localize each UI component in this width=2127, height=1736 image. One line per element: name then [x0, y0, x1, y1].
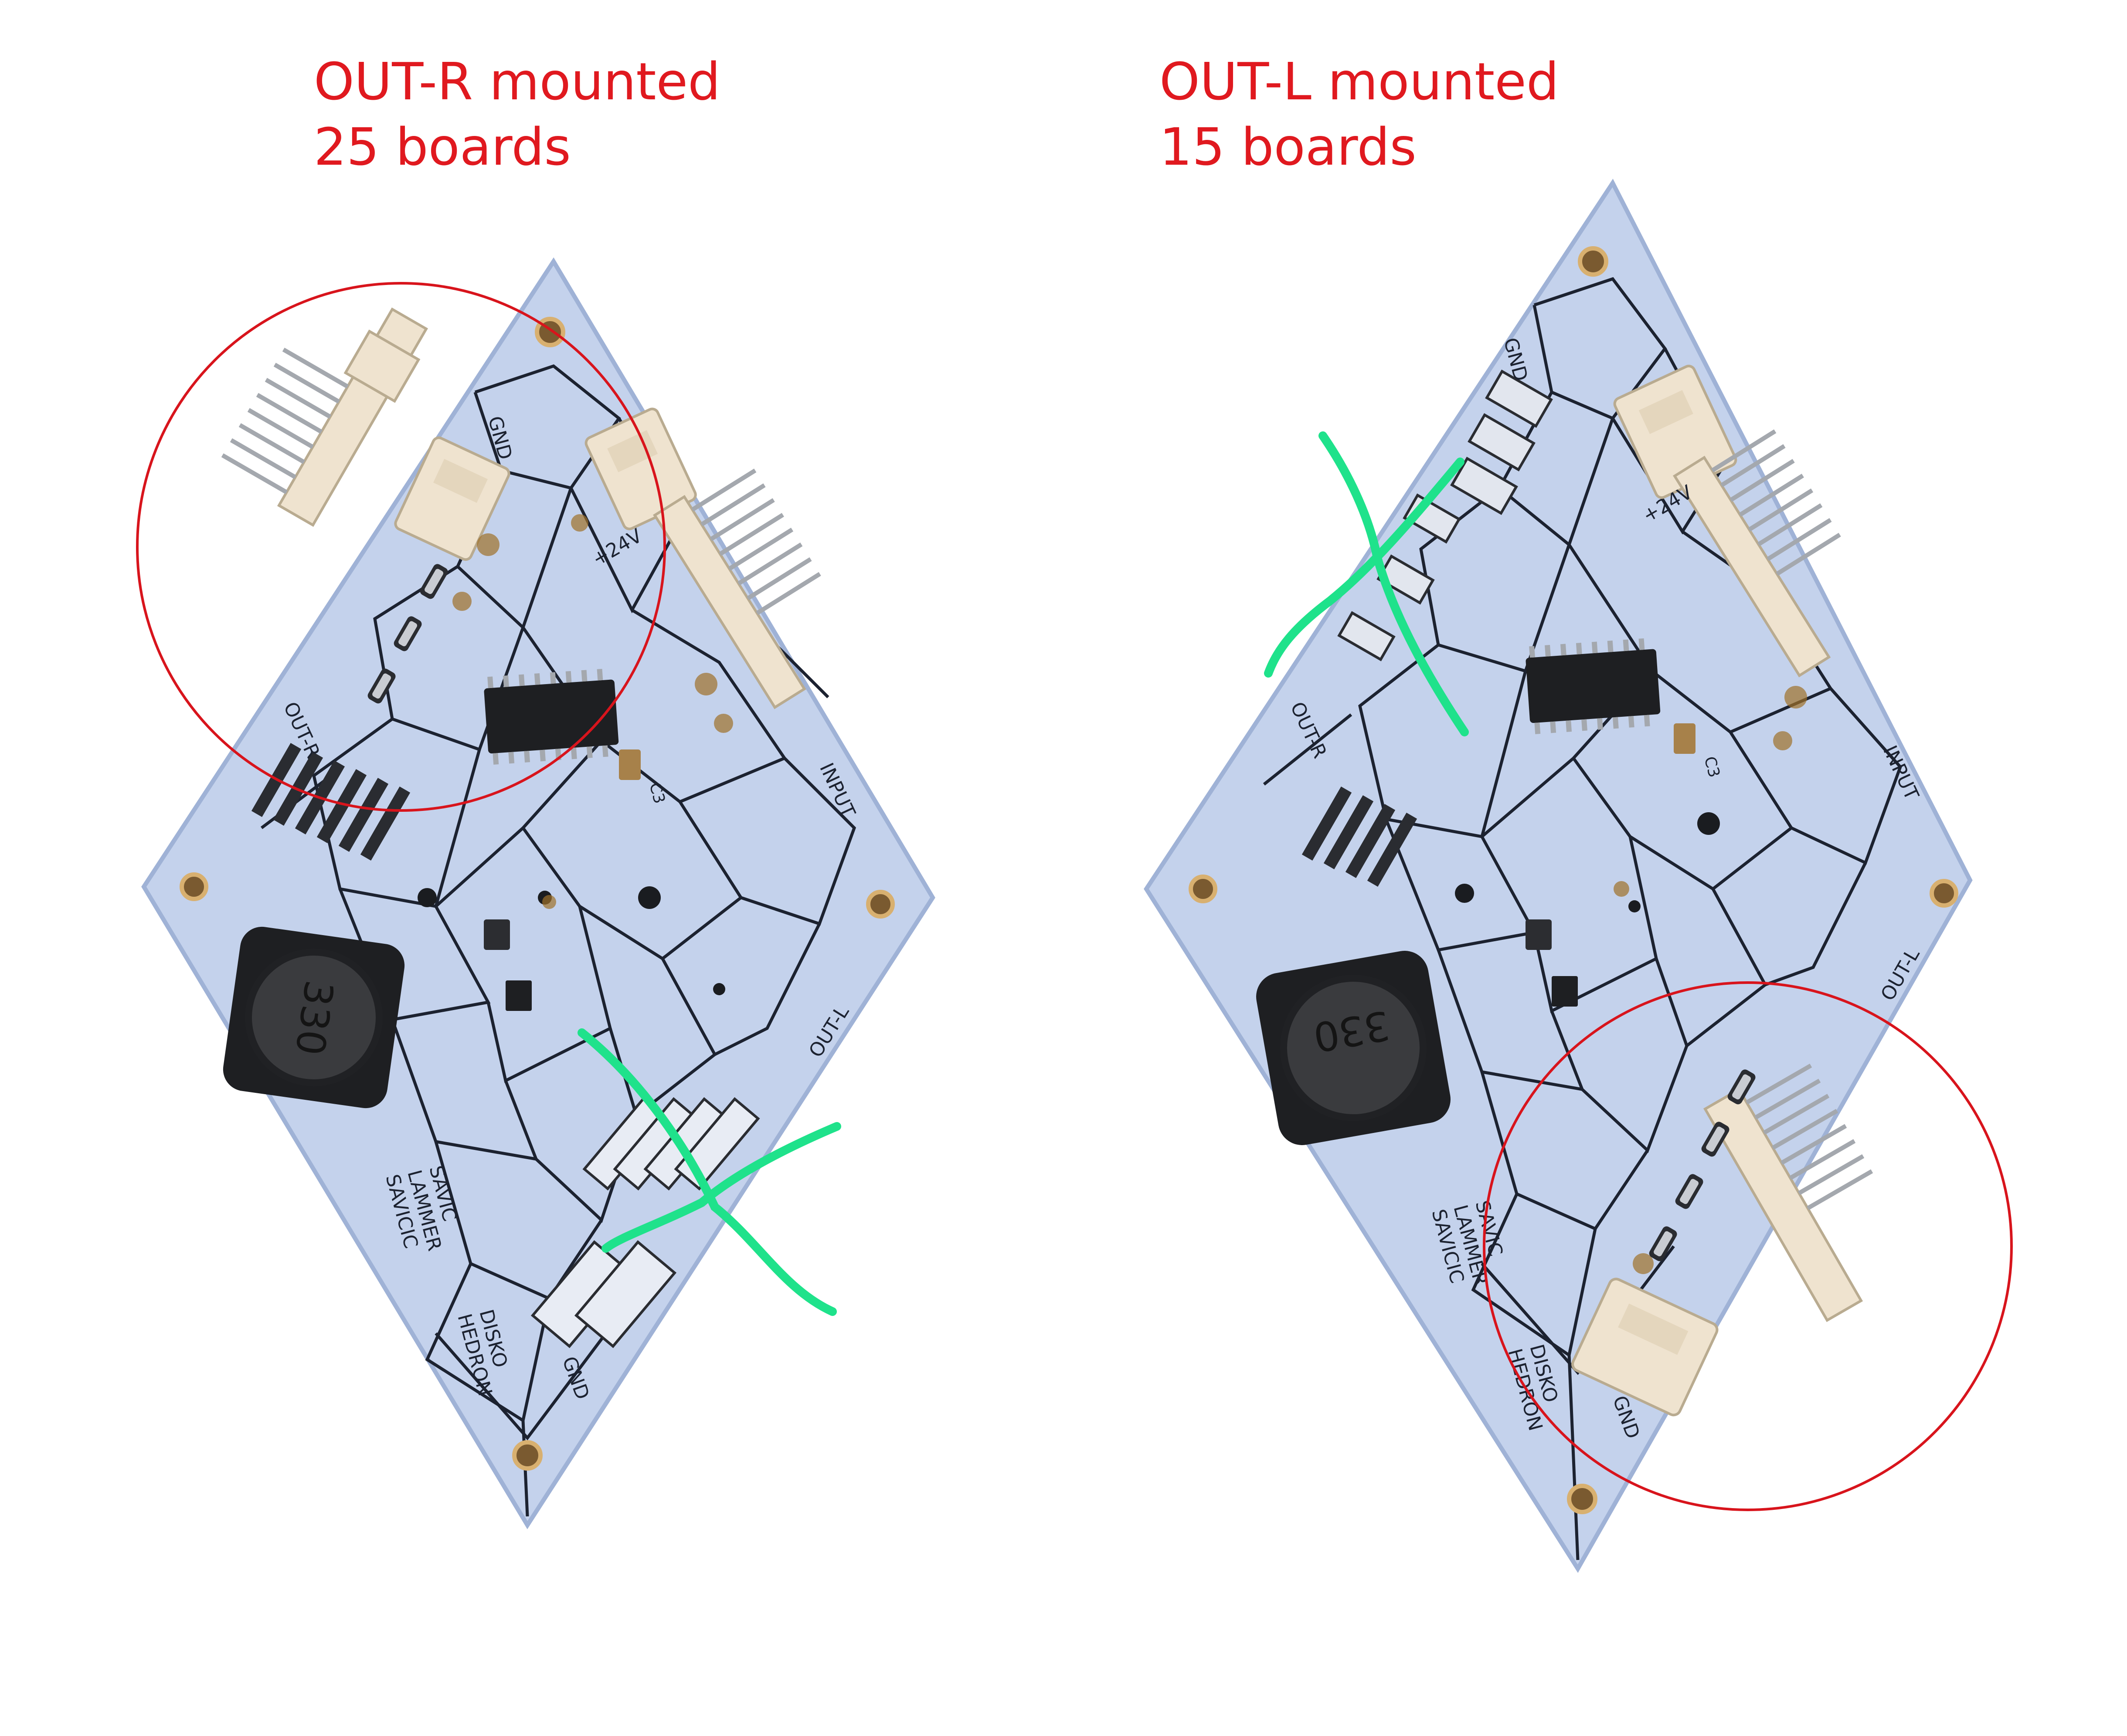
right-input-header — [1673, 429, 1841, 678]
right-via — [1455, 884, 1474, 903]
right-mount-hole-left — [1189, 875, 1217, 903]
left-mount-hole-bottom — [512, 1440, 543, 1471]
left-pcb-board: 330 GND +24V OUT-R INPUT OUT-L GND C3 SA… — [141, 257, 935, 1529]
left-mount-hole-right — [866, 890, 895, 919]
left-via — [418, 888, 437, 907]
right-caption-line2: 15 boards — [1159, 117, 1417, 177]
right-mount-hole-bottom — [1567, 1484, 1597, 1514]
right-solder-flux — [1614, 686, 1807, 1274]
left-mount-hole-left — [180, 872, 208, 901]
left-small-component — [484, 919, 510, 950]
right-out-l-connector — [1571, 1278, 1719, 1417]
right-pcb-board: 330 GND +24V OUT-R INPUT OUT-L GND C3 SA… — [1144, 179, 1973, 1573]
right-transistor — [1552, 976, 1578, 1007]
right-cross-marker — [1264, 431, 1469, 736]
left-transistor — [506, 980, 532, 1011]
left-caption-line1: OUT-R mounted — [314, 51, 721, 112]
left-caption-line2: 25 boards — [314, 117, 571, 177]
left-capacitor — [619, 749, 641, 780]
right-circle-marker — [1483, 981, 2013, 1511]
right-pcb-substrate — [1144, 179, 1973, 1573]
right-via — [1697, 812, 1720, 835]
left-gnd-connector — [394, 436, 510, 561]
left-solder-flux — [452, 514, 733, 909]
left-out-r-header — [221, 307, 428, 527]
right-inductor — [1256, 951, 1451, 1145]
left-inductor-label: 330 — [286, 977, 342, 1058]
left-circle-marker — [136, 282, 666, 812]
left-pcb-substrate — [141, 257, 935, 1529]
right-board-caption: OUT-L mounted 15 boards — [1159, 49, 1559, 180]
right-pcb-traces — [1263, 277, 1903, 1560]
right-capacitor — [1674, 723, 1695, 754]
right-empty-out-r-pads — [1337, 370, 1553, 661]
left-via — [713, 983, 725, 995]
left-via — [638, 886, 661, 909]
left-cross-marker — [578, 1028, 841, 1316]
right-out-l-header — [1703, 1063, 1873, 1322]
left-input-header — [653, 468, 821, 709]
right-caption-line1: OUT-L mounted — [1159, 51, 1559, 112]
right-mount-hole-right — [1930, 879, 1958, 908]
right-out-r-pads — [1301, 787, 1417, 887]
left-board-caption: OUT-R mounted 25 boards — [314, 49, 720, 180]
right-via — [1628, 900, 1641, 912]
right-mount-hole-top — [1578, 246, 1608, 277]
right-ic-chip — [1526, 638, 1661, 734]
left-inductor — [223, 926, 405, 1109]
right-small-component — [1526, 919, 1552, 950]
